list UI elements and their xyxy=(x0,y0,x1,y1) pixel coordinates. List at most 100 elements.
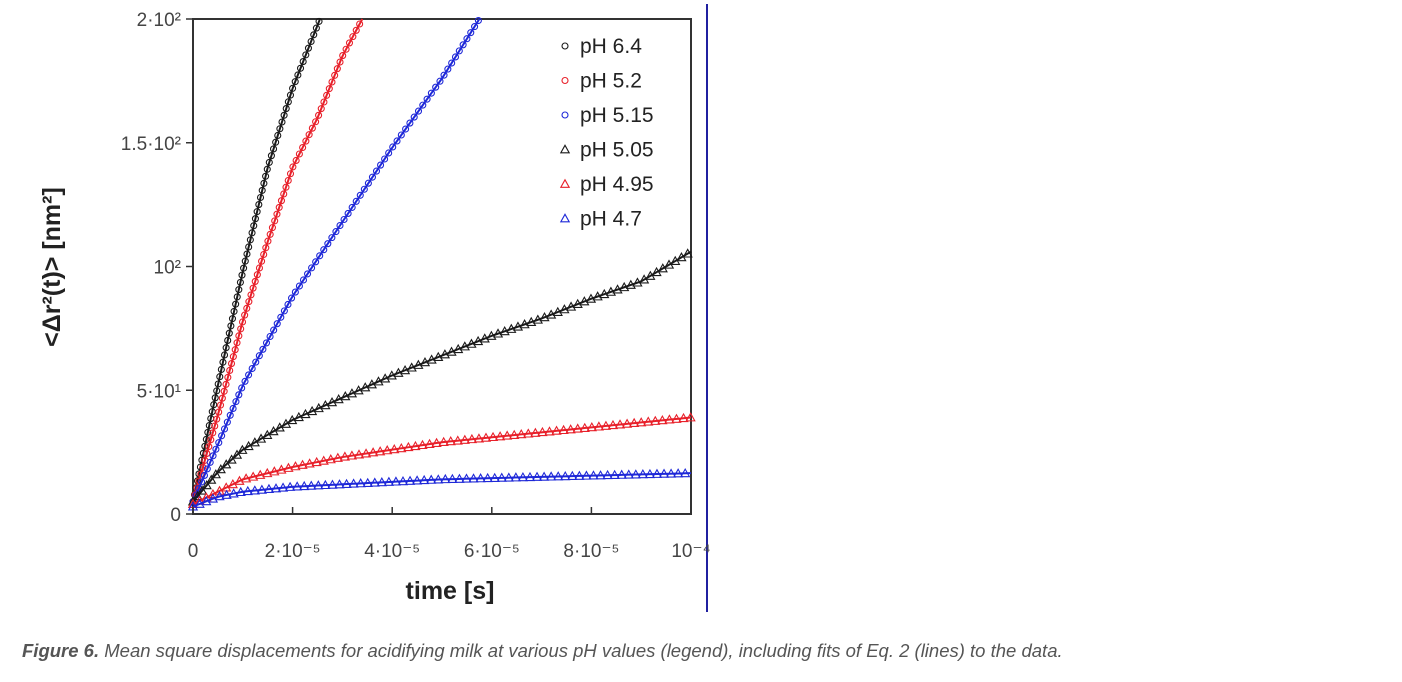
data-point xyxy=(221,489,232,499)
data-point xyxy=(390,476,402,486)
data-point xyxy=(227,322,235,330)
data-point xyxy=(264,237,272,245)
data-point xyxy=(426,354,437,364)
data-point xyxy=(492,328,504,338)
data-point xyxy=(599,288,610,299)
data-point xyxy=(223,418,231,426)
data-point xyxy=(242,485,253,496)
data-point xyxy=(284,481,296,491)
data-point xyxy=(289,163,297,171)
data-point xyxy=(262,244,270,252)
data-point xyxy=(446,346,457,356)
data-point xyxy=(423,95,431,103)
data-point xyxy=(510,472,522,482)
data-point xyxy=(306,480,317,490)
data-point xyxy=(220,425,229,433)
data-point xyxy=(276,464,287,474)
data-point xyxy=(551,425,562,435)
data-point xyxy=(231,449,243,459)
data-point xyxy=(489,472,500,482)
data-point xyxy=(685,412,696,422)
data-point xyxy=(344,209,352,217)
data-point xyxy=(553,471,564,481)
x-axis-title: time [s] xyxy=(406,577,495,605)
data-point xyxy=(274,131,282,140)
data-point xyxy=(304,44,313,52)
data-point xyxy=(213,387,221,395)
data-point xyxy=(320,246,328,254)
data-point xyxy=(393,367,404,377)
data-point xyxy=(267,152,275,160)
data-point xyxy=(262,339,271,347)
data-point xyxy=(433,474,444,484)
data-point xyxy=(373,376,384,386)
data-point xyxy=(221,459,232,469)
data-point xyxy=(385,149,393,157)
data-point xyxy=(348,203,356,211)
data-point xyxy=(451,53,460,61)
data-point xyxy=(256,484,268,494)
data-point xyxy=(299,480,310,491)
data-point xyxy=(215,463,226,474)
data-point xyxy=(266,332,274,341)
data-point xyxy=(282,183,290,191)
data-point xyxy=(523,428,534,438)
data-point xyxy=(320,399,331,410)
data-point xyxy=(207,436,215,444)
data-point xyxy=(303,270,312,278)
data-point xyxy=(349,33,357,41)
data-point xyxy=(243,250,251,258)
series-ph-5_15 xyxy=(189,16,482,506)
data-point xyxy=(399,364,411,375)
data-point xyxy=(312,118,320,126)
data-point xyxy=(262,172,270,180)
data-point xyxy=(286,170,295,178)
data-point xyxy=(602,469,613,480)
data-point xyxy=(411,475,423,485)
data-point xyxy=(503,472,514,482)
data-point xyxy=(339,451,351,461)
data-point xyxy=(320,98,328,106)
data-point xyxy=(326,396,338,407)
data-point xyxy=(348,478,359,488)
data-point xyxy=(579,296,590,306)
data-point xyxy=(245,243,253,251)
data-point xyxy=(273,320,281,328)
data-point xyxy=(565,301,577,311)
data-point xyxy=(623,469,634,479)
data-point xyxy=(297,459,308,469)
data-point xyxy=(539,311,550,322)
data-point xyxy=(277,313,285,321)
x-tick-label: 6·10⁻⁵ xyxy=(464,541,520,562)
data-point xyxy=(459,434,470,444)
data-point xyxy=(397,475,409,486)
data-point xyxy=(341,478,352,489)
data-point xyxy=(544,426,555,436)
data-point xyxy=(509,429,520,439)
data-point xyxy=(311,456,322,467)
data-point xyxy=(346,450,358,460)
data-point xyxy=(558,424,569,435)
data-point xyxy=(630,469,641,479)
data-point xyxy=(252,358,260,366)
data-point xyxy=(382,445,393,455)
data-point xyxy=(226,411,234,419)
data-point xyxy=(305,131,313,139)
data-point xyxy=(289,84,297,92)
data-point xyxy=(233,339,241,347)
data-point xyxy=(506,323,517,333)
data-point xyxy=(397,131,405,139)
data-point xyxy=(406,119,414,127)
data-point xyxy=(278,118,286,126)
data-point xyxy=(304,458,315,468)
data-point xyxy=(283,462,294,472)
legend-marker xyxy=(561,42,569,50)
data-point xyxy=(546,471,557,481)
data-point xyxy=(657,414,668,425)
data-point xyxy=(512,321,524,331)
data-point xyxy=(275,203,283,211)
data-point xyxy=(249,284,257,292)
data-point xyxy=(538,471,550,481)
data-point xyxy=(410,440,421,451)
data-point xyxy=(235,332,243,340)
